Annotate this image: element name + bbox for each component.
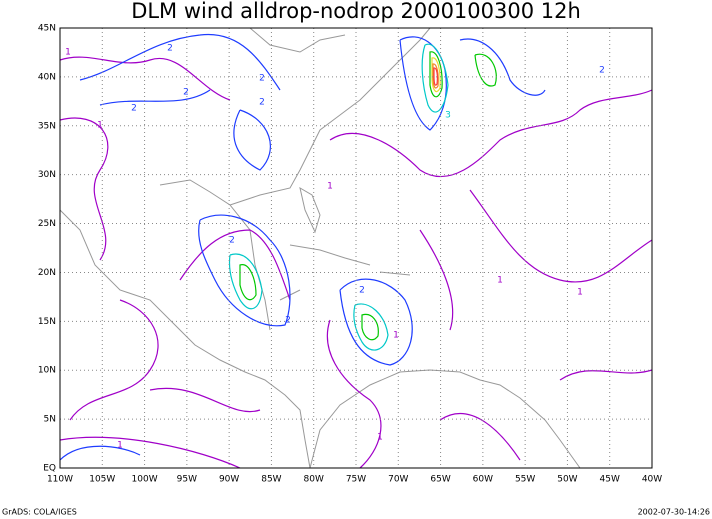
contour-label: 2: [285, 316, 291, 326]
lon-label: 110W: [47, 475, 73, 485]
contour-label: 2: [599, 66, 605, 76]
lon-label: 100W: [132, 475, 158, 485]
lat-label: 30N: [38, 170, 56, 180]
contour-label: 1: [117, 441, 123, 451]
contour-label: 2: [183, 88, 189, 98]
lon-label: 45W: [600, 475, 620, 485]
lat-label: 40N: [38, 72, 56, 82]
lat-label: 45N: [38, 24, 56, 34]
contour-label: 1: [97, 121, 103, 131]
contour-label: 1: [577, 288, 583, 298]
contour-label: 2: [359, 286, 365, 296]
footer-left: GrADS: COLA/IGES: [2, 508, 77, 517]
contour-label: 1: [497, 276, 503, 286]
lon-label: 60W: [473, 475, 493, 485]
map-frame: [59, 27, 653, 469]
lon-label: 90W: [219, 475, 239, 485]
lon-label: 65W: [430, 475, 450, 485]
lon-label: 75W: [346, 475, 366, 485]
lon-label: 70W: [388, 475, 408, 485]
map-title: DLM wind alldrop-nodrop 2000100300 12h: [131, 0, 581, 23]
contour-label: 2: [259, 98, 265, 108]
lon-label: 95W: [177, 475, 197, 485]
coastlines: [59, 27, 581, 469]
lat-label: 35N: [38, 121, 56, 131]
contour-label: 1: [327, 182, 333, 192]
lon-label: 55W: [515, 475, 535, 485]
contour-label: 3: [445, 111, 451, 121]
lon-label: 105W: [89, 475, 115, 485]
lon-label: 40W: [642, 475, 662, 485]
footer-right: 2002-07-30-14:26: [638, 508, 710, 517]
lon-label: 85W: [261, 475, 281, 485]
lat-label: 20N: [38, 268, 56, 278]
contour-label: 2: [259, 74, 265, 84]
contour-label: 1: [393, 331, 399, 341]
contour-label: 2: [167, 44, 173, 54]
contours: [59, 33, 653, 469]
lon-label: 80W: [304, 475, 324, 485]
contour-label: 1: [377, 433, 383, 443]
lat-label: 10N: [38, 366, 56, 376]
contour-label: 2: [229, 236, 235, 246]
lon-label: 50W: [557, 475, 577, 485]
lat-label: 25N: [38, 219, 56, 229]
contour-label: 2: [131, 104, 137, 114]
lat-label: 15N: [38, 317, 56, 327]
contour-label: 1: [65, 48, 71, 58]
lat-label: EQ: [43, 464, 56, 474]
lat-label: 5N: [44, 415, 56, 425]
